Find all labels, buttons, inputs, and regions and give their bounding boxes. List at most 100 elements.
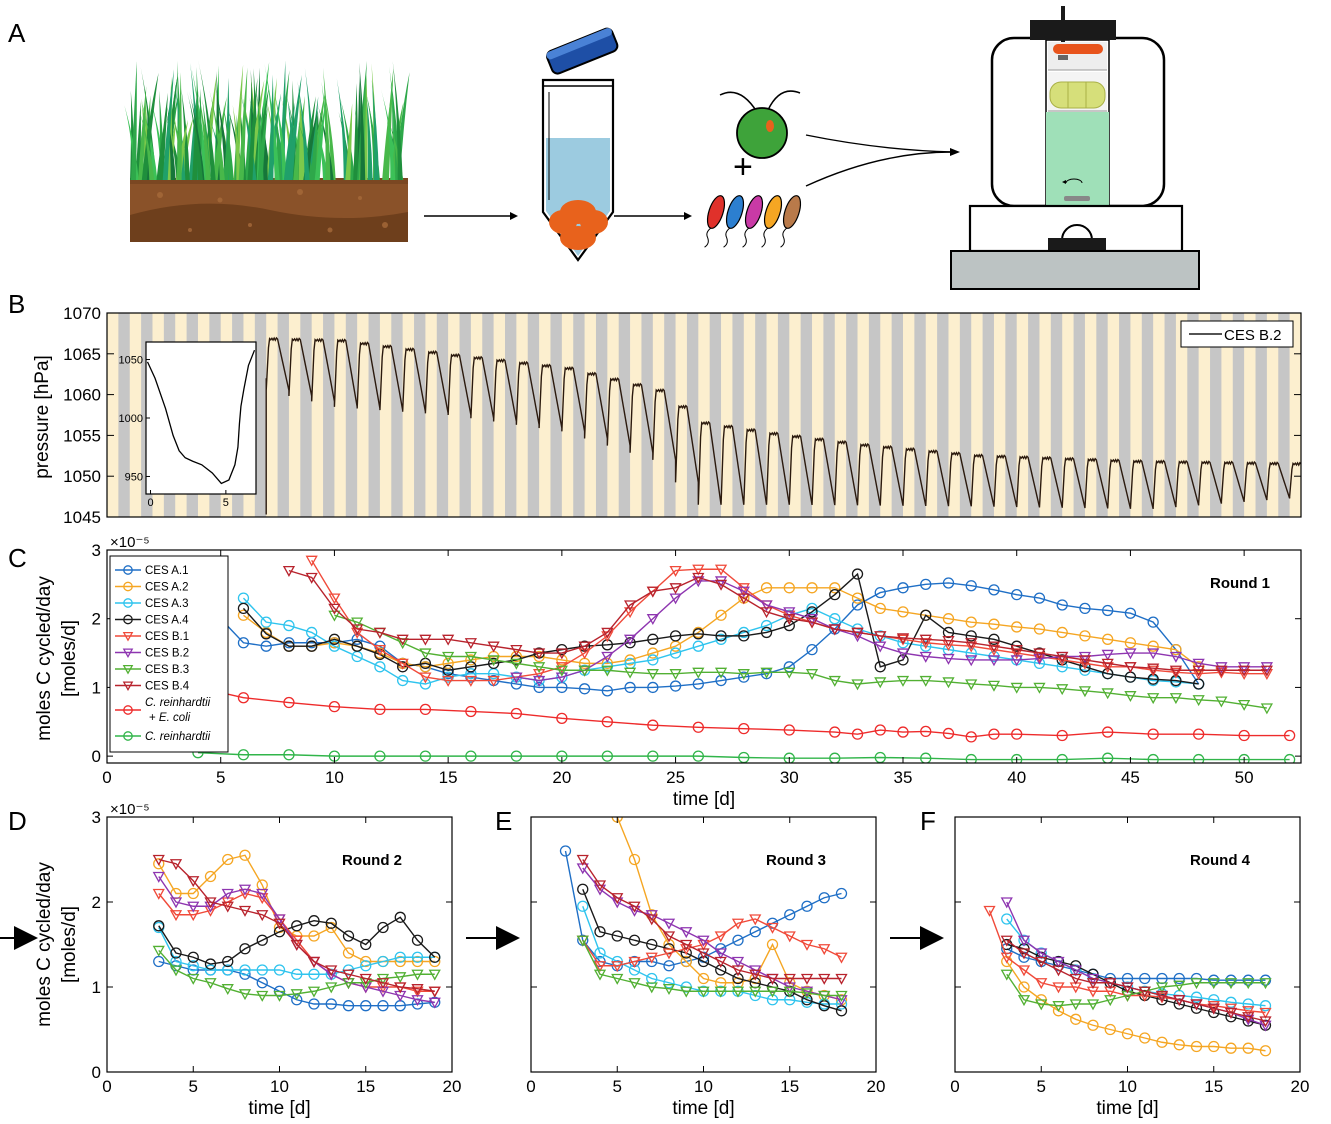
legend-label: C. reinhardtii (145, 731, 211, 743)
arrow-icon (0, 926, 38, 950)
x-axis-label: time [d] (672, 1098, 734, 1119)
legend: CES A.1 CES A.2 CES A.3 CES A.4 CES B.1 CES B… (110, 556, 228, 752)
x-tick-label: 20 (1291, 1077, 1310, 1096)
legend-label: CES B.4 (145, 681, 190, 693)
x-tick-label: 10 (1118, 1077, 1137, 1096)
y-tick-label: 3 (92, 541, 101, 560)
legend-label: CES A.3 (145, 598, 188, 610)
legend-label: CES B.1 (145, 631, 189, 643)
round2-chart: 0 5 10 15 20 0 1 2 3 time [d] Round 2 ×10⁻⁵ moles C … (34, 801, 461, 1119)
x-tick-label: 5 (216, 768, 225, 787)
algae-cell-icon (720, 91, 800, 158)
arrow-icon (466, 926, 520, 950)
x-tick-label: 40 (1007, 768, 1026, 787)
round-label: Round 2 (342, 852, 402, 869)
plot-area (107, 550, 1301, 763)
x-tick-label: 15 (1204, 1077, 1223, 1096)
panel-letter-a: A (8, 18, 26, 48)
y-exponent-label: ×10⁻⁵ (110, 801, 150, 818)
x-tick-label: 0 (102, 768, 111, 787)
x-tick-label: 10 (270, 1077, 289, 1096)
x-tick-label: 10 (325, 768, 344, 787)
x-tick-label: 20 (443, 1077, 462, 1096)
round-label: Round 3 (766, 852, 826, 869)
plus-icon: + (733, 148, 753, 186)
legend-label: CES B.3 (145, 664, 189, 676)
x-tick-label: 15 (356, 1077, 375, 1096)
y-tick-label: 1 (92, 978, 101, 997)
inset-y-tick-label: 950 (125, 471, 143, 483)
legend-label: CES A.4 (145, 615, 189, 627)
panel-letter-b: B (8, 289, 25, 319)
y-tick-label: 2 (92, 610, 101, 629)
y-axis-label: pressure [hPa] (32, 355, 53, 479)
y-tick-label: 1050 (63, 467, 101, 486)
y-axis-label-units: [moles/d] (59, 906, 80, 983)
legend-label: C. reinhardtii (145, 697, 211, 709)
panel-letter-d: D (8, 806, 27, 836)
y-tick-label: 0 (92, 747, 101, 766)
x-tick-label: 20 (867, 1077, 886, 1096)
x-tick-label: 35 (894, 768, 913, 787)
day-night-bands (107, 313, 1301, 517)
panel-letter-f: F (920, 806, 936, 836)
y-tick-label: 2 (92, 893, 101, 912)
arrow-icon (424, 212, 518, 220)
inset-x-tick-label: 0 (147, 497, 153, 509)
x-tick-label: 15 (780, 1077, 799, 1096)
legend-label: CES A.1 (145, 565, 188, 577)
x-tick-label: 20 (552, 768, 571, 787)
x-tick-label: 10 (694, 1077, 713, 1096)
panel-letter-e: E (495, 806, 512, 836)
x-tick-label: 5 (189, 1077, 198, 1096)
inset-y-tick-label: 1050 (119, 355, 143, 367)
y-tick-label: 1045 (63, 508, 101, 527)
y-tick-label: 1065 (63, 345, 101, 364)
arrow-icon (614, 212, 692, 220)
y-tick-label: 1070 (63, 304, 101, 323)
inset-y-tick-label: 1000 (119, 413, 143, 425)
y-tick-label: 1 (92, 678, 101, 697)
y-tick-label: 0 (92, 1063, 101, 1082)
bacteria-icons (698, 194, 804, 250)
y-exponent-label: ×10⁻⁵ (110, 534, 150, 551)
y-axis-label: moles C cycled/day (34, 862, 55, 1027)
x-tick-label: 15 (439, 768, 458, 787)
bacterium-icon (698, 194, 728, 250)
legend-label: CES B.2 (145, 648, 189, 660)
x-axis-label: time [d] (673, 789, 735, 810)
x-tick-label: 0 (102, 1077, 111, 1096)
y-tick-label: 3 (92, 808, 101, 827)
arrow-icon (890, 926, 944, 950)
legend-label: + E. coli (149, 712, 191, 724)
x-tick-label: 45 (1121, 768, 1140, 787)
round1-chart: 0 5 10 15 20 25 30 35 40 45 50 0 1 2 3 ×10⁻⁵ moles C cyc… (34, 534, 1301, 810)
y-axis-label: moles C cycled/day (34, 576, 55, 741)
round-label: Round 4 (1190, 852, 1251, 869)
x-axis-label: time [d] (1096, 1098, 1158, 1119)
y-tick-label: 1055 (63, 426, 101, 445)
pressure-chart: 1045 1050 1055 1060 1065 1070 pressure [hPa] CE… (32, 304, 1301, 527)
y-tick-label: 1060 (63, 386, 101, 405)
x-tick-label: 5 (613, 1077, 622, 1096)
legend-label: CES B.2 (1224, 327, 1282, 344)
falcon-tube-illustration (543, 27, 619, 260)
legend-label: CES A.2 (145, 582, 188, 594)
arrow-icon (806, 135, 960, 186)
x-tick-label: 30 (780, 768, 799, 787)
soil-block-illustration (130, 178, 408, 242)
x-tick-label: 50 (1235, 768, 1254, 787)
tube-cap-icon (545, 27, 619, 75)
closed-ecosystem-chamber-illustration (951, 6, 1199, 289)
inset-x-tick-label: 5 (223, 497, 229, 509)
x-tick-label: 5 (1037, 1077, 1046, 1096)
y-axis-label-units: [moles/d] (59, 620, 80, 697)
x-tick-label: 0 (526, 1077, 535, 1096)
round3-chart: 0 5 10 15 20 time [d] Round 3 (526, 812, 885, 1119)
x-tick-label: 25 (666, 768, 685, 787)
round-label: Round 1 (1210, 575, 1270, 592)
panel-a-illustration: + (124, 6, 1199, 289)
x-axis-label: time [d] (248, 1098, 310, 1119)
grass-illustration (124, 60, 409, 180)
